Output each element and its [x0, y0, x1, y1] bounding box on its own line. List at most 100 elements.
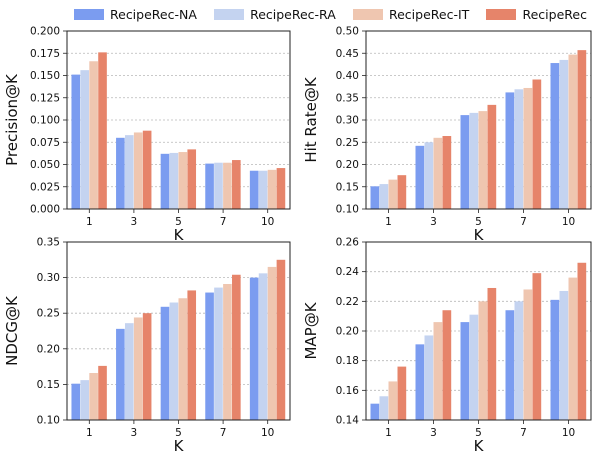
bar	[379, 396, 389, 420]
bar	[205, 163, 214, 209]
bar	[89, 373, 98, 420]
y-tick-label: 0.30	[37, 272, 60, 284]
bar	[532, 273, 542, 420]
y-tick-label: 0.22	[336, 296, 359, 308]
bar	[267, 169, 277, 209]
bar	[98, 365, 107, 420]
bar	[469, 314, 479, 420]
y-axis-label: MAP@K	[302, 301, 320, 359]
plot-frame	[365, 30, 592, 210]
bar	[487, 287, 497, 420]
bar	[505, 92, 515, 209]
bar	[388, 381, 398, 420]
bar	[550, 299, 560, 420]
y-tick-label: 0.20	[336, 326, 359, 338]
y-tick-label: 0.100	[30, 115, 60, 127]
y-tick-label: 0.35	[37, 237, 60, 249]
y-tick-label: 0.150	[30, 70, 60, 82]
bar	[424, 142, 434, 209]
y-tick-label: 0.15	[37, 379, 60, 391]
bar	[267, 266, 277, 420]
y-tick-label: 0.200	[30, 26, 60, 38]
bar	[379, 184, 389, 209]
bar	[133, 132, 143, 209]
chart-panel-3: 0.10 0.15 0.20 0.25 0.30 0.35 1 3 5 7 10 K NDCG@K	[3, 237, 291, 452]
y-tick-label: 0.16	[336, 385, 360, 397]
bar	[424, 335, 434, 420]
y-tick-label: 0.10	[336, 204, 359, 216]
bar	[98, 52, 107, 209]
x-tick-label: 3	[430, 216, 437, 228]
bar	[116, 328, 125, 420]
bar	[249, 277, 259, 420]
x-axis-label: K	[474, 226, 485, 244]
x-tick-label: 1	[385, 216, 392, 228]
y-tick-label: 0.14	[336, 415, 360, 427]
x-tick-label: 7	[220, 216, 227, 228]
bar	[142, 313, 152, 420]
bar	[478, 301, 488, 420]
bar	[214, 287, 223, 420]
y-tick-label: 0.20	[336, 159, 359, 171]
bar	[187, 149, 197, 209]
bar	[460, 115, 470, 209]
x-tick-label: 10	[562, 216, 575, 228]
bar	[71, 74, 81, 209]
bar	[223, 284, 232, 420]
bar	[124, 135, 134, 209]
bar	[89, 61, 98, 210]
legend-item: RecipeRec	[482, 7, 590, 22]
bar	[205, 292, 214, 420]
bar	[169, 152, 179, 209]
bar	[71, 383, 81, 420]
legend-label: RecipeRec-IT	[388, 6, 470, 22]
y-tick-label: 0.10	[37, 415, 60, 427]
bar	[232, 274, 241, 420]
bar	[276, 259, 286, 420]
y-tick-label: 0.125	[30, 92, 60, 104]
y-tick-label: 0.40	[336, 70, 359, 82]
x-tick-label: 10	[562, 427, 575, 439]
y-tick-label: 0.000	[30, 204, 60, 216]
x-axis-label: K	[174, 437, 185, 452]
bar	[433, 322, 443, 420]
y-tick-label: 0.050	[30, 159, 60, 171]
chart-panel-4: 0.14 0.16 0.18 0.20 0.22 0.24 0.26 1 3 5 7 10 K MAP@K	[302, 237, 592, 452]
y-axis-label: NDCG@K	[3, 295, 21, 366]
bar	[214, 162, 223, 209]
bar	[568, 54, 578, 210]
y-tick-label: 0.35	[336, 92, 359, 104]
legend-swatch	[214, 8, 245, 20]
bar	[415, 145, 425, 209]
bar	[469, 112, 479, 209]
chart-panel-1: 0.000 0.025 0.050 0.075 0.100 0.125 0.150 0.175…	[3, 26, 291, 244]
x-tick-label: 1	[86, 216, 93, 228]
bar	[187, 290, 197, 420]
x-tick-label: 10	[261, 427, 274, 439]
legend: RecipeRec-NA RecipeRec-RA RecipeRec-IT Reci…	[70, 3, 591, 25]
legend-item: RecipeRec-IT	[349, 7, 473, 22]
y-axis-label: Hit Rate@K	[302, 76, 320, 162]
y-tick-label: 0.075	[30, 137, 60, 149]
bar	[478, 111, 488, 209]
legend-swatch	[352, 8, 383, 20]
bar	[442, 136, 452, 209]
bar	[160, 306, 170, 420]
x-tick-label: 3	[430, 427, 437, 439]
x-tick-label: 7	[520, 216, 527, 228]
x-tick-label: 1	[86, 427, 93, 439]
y-tick-label: 0.26	[336, 237, 360, 249]
y-tick-label: 0.15	[336, 181, 359, 193]
x-tick-label: 5	[175, 216, 182, 228]
y-tick-label: 0.25	[37, 308, 60, 320]
bar	[116, 137, 125, 209]
x-axis-label: K	[474, 437, 485, 452]
bar	[532, 79, 542, 209]
bar	[388, 179, 398, 209]
bar	[178, 298, 188, 420]
y-tick-label: 0.25	[336, 137, 359, 149]
bar	[249, 170, 259, 209]
bar	[370, 186, 380, 209]
y-tick-label: 0.30	[336, 115, 359, 127]
